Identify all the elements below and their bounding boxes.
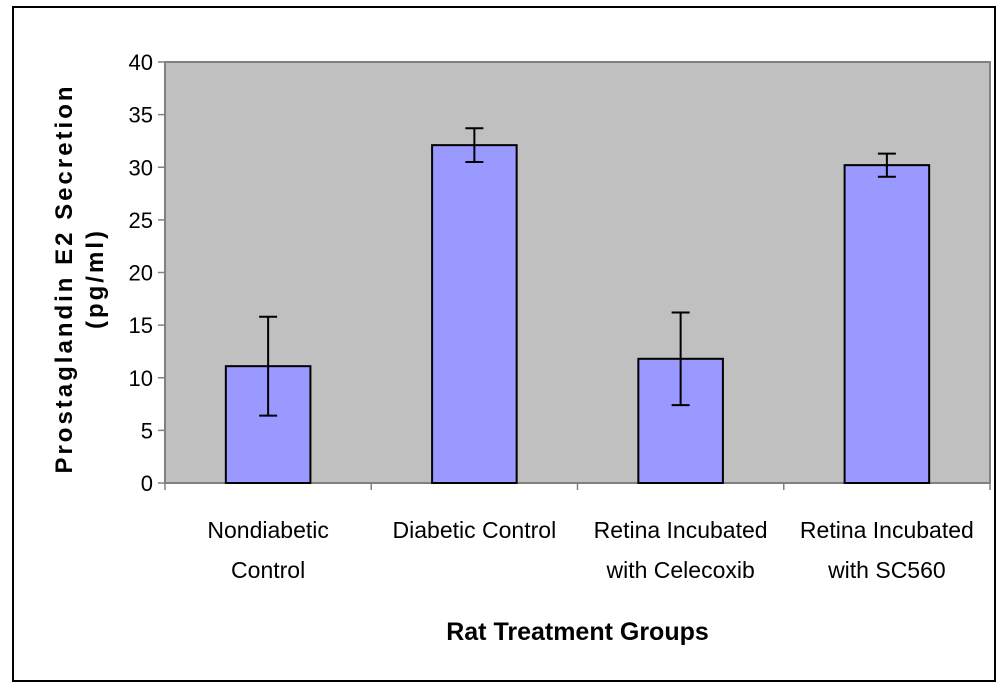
error-bar	[259, 315, 278, 417]
error-bar	[877, 152, 896, 178]
y-tick-label: 30	[129, 155, 153, 180]
bar	[843, 164, 931, 485]
x-tick-label: with SC560	[827, 557, 946, 583]
error-bar	[465, 127, 484, 163]
category-labels: Nondiabetic Control Diabetic Control Retina…	[207, 517, 973, 583]
x-tick-label: Control	[231, 557, 305, 583]
y-axis-title: Prostaglandin E2 Secretion (pg/ml)	[51, 83, 109, 473]
y-tick-label: 0	[141, 471, 153, 496]
y-axis-title-line: Prostaglandin E2 Secretion	[51, 83, 78, 473]
x-tick-label: Retina Incubated	[594, 517, 768, 543]
x-tick-label: with Celecoxib	[605, 557, 754, 583]
y-tick-label: 10	[129, 366, 153, 391]
error-bar	[671, 311, 690, 407]
x-tick-label: Diabetic Control	[393, 517, 557, 543]
y-tick-label: 40	[129, 50, 153, 75]
error-bars	[259, 127, 896, 417]
y-axis-title-line: (pg/ml)	[82, 228, 109, 329]
x-axis	[164, 482, 991, 490]
x-tick-label: Nondiabetic	[207, 517, 328, 543]
y-tick-label: 5	[141, 418, 153, 443]
bars	[224, 144, 931, 485]
y-axis: 0 5 10 15 20 25 30 35 40	[129, 50, 166, 496]
x-tick-label: Retina Incubated	[800, 517, 974, 543]
x-axis-title: Rat Treatment Groups	[446, 618, 709, 646]
y-tick-label: 35	[129, 103, 153, 128]
bar	[431, 144, 518, 485]
y-tick-label: 15	[129, 313, 153, 338]
bar	[224, 365, 312, 484]
y-tick-label: 20	[129, 261, 153, 286]
y-tick-label: 25	[129, 208, 153, 233]
